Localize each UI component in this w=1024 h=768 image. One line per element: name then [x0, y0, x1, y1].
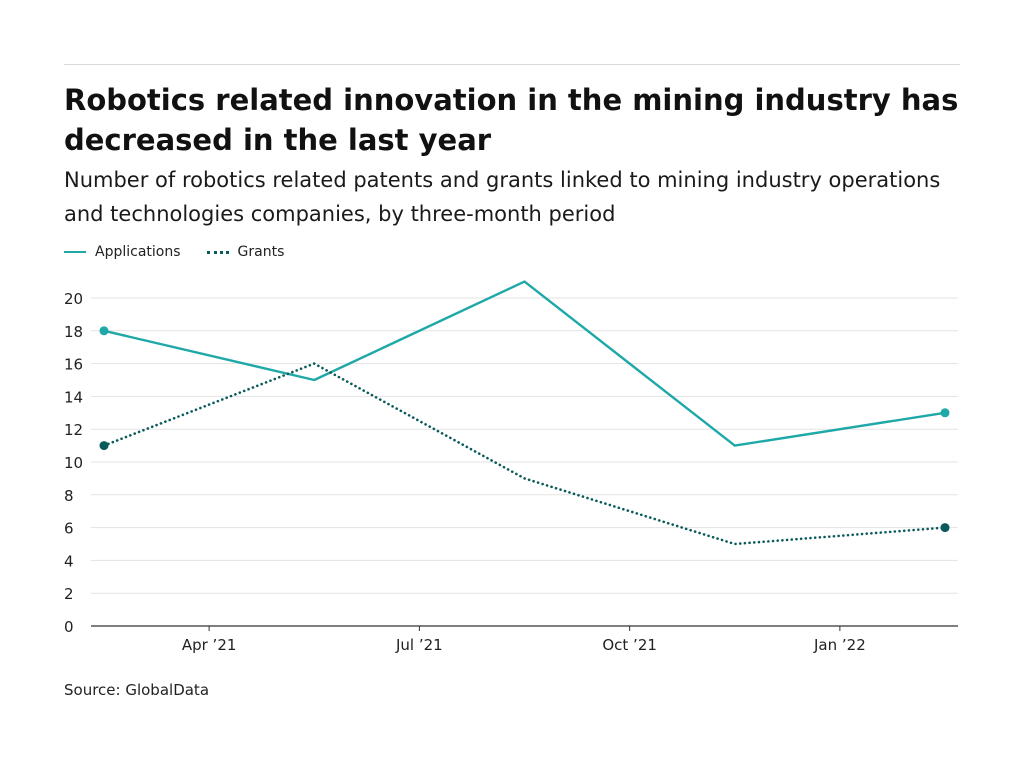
y-tick-label: 18 — [64, 323, 83, 341]
series — [99, 280, 950, 546]
y-tick-label: 20 — [64, 290, 83, 308]
top-divider — [64, 64, 960, 65]
y-tick-label: 10 — [64, 454, 83, 472]
y-tick-label: 14 — [64, 388, 83, 406]
y-tick-label: 2 — [64, 585, 74, 603]
y-tick-label: 12 — [64, 421, 83, 439]
legend: Applications Grants — [64, 240, 310, 264]
legend-swatch-applications — [64, 251, 86, 253]
gridlines — [91, 297, 958, 627]
series-line-applications[interactable] — [103, 280, 946, 447]
endpoint-marker-grants[interactable] — [99, 441, 109, 451]
endpoint-marker-grants[interactable] — [940, 523, 950, 533]
x-tick-label: Jul ’21 — [395, 636, 443, 654]
y-axis-ticks: 0 2 4 6 8 10 12 14 16 18 20 — [64, 290, 83, 636]
legend-label-grants: Grants — [237, 244, 285, 260]
series-line-grants[interactable] — [102, 362, 947, 546]
legend-item-applications[interactable]: Applications — [64, 244, 181, 260]
y-tick-label: 4 — [64, 552, 74, 570]
x-tick-label: Apr ’21 — [182, 636, 237, 654]
chart-title: Robotics related innovation in the minin… — [64, 83, 959, 157]
endpoint-marker-applications[interactable] — [940, 408, 950, 418]
legend-item-grants[interactable]: Grants — [206, 244, 285, 260]
x-axis-ticks: Apr ’21 Jul ’21 Oct ’21 Jan ’22 — [182, 626, 866, 654]
y-tick-label: 0 — [64, 618, 74, 636]
legend-swatch-grants — [206, 250, 229, 254]
y-tick-label: 6 — [64, 520, 74, 538]
x-tick-label: Jan ’22 — [813, 636, 866, 654]
x-tick-label: Oct ’21 — [602, 636, 657, 654]
source-note: Source: GlobalData — [64, 681, 210, 699]
y-tick-label: 8 — [64, 487, 74, 505]
chart-subtitle: Number of robotics related patents and g… — [64, 168, 941, 226]
legend-label-applications: Applications — [95, 244, 181, 260]
y-tick-label: 16 — [64, 356, 83, 374]
endpoint-marker-applications[interactable] — [99, 326, 109, 336]
